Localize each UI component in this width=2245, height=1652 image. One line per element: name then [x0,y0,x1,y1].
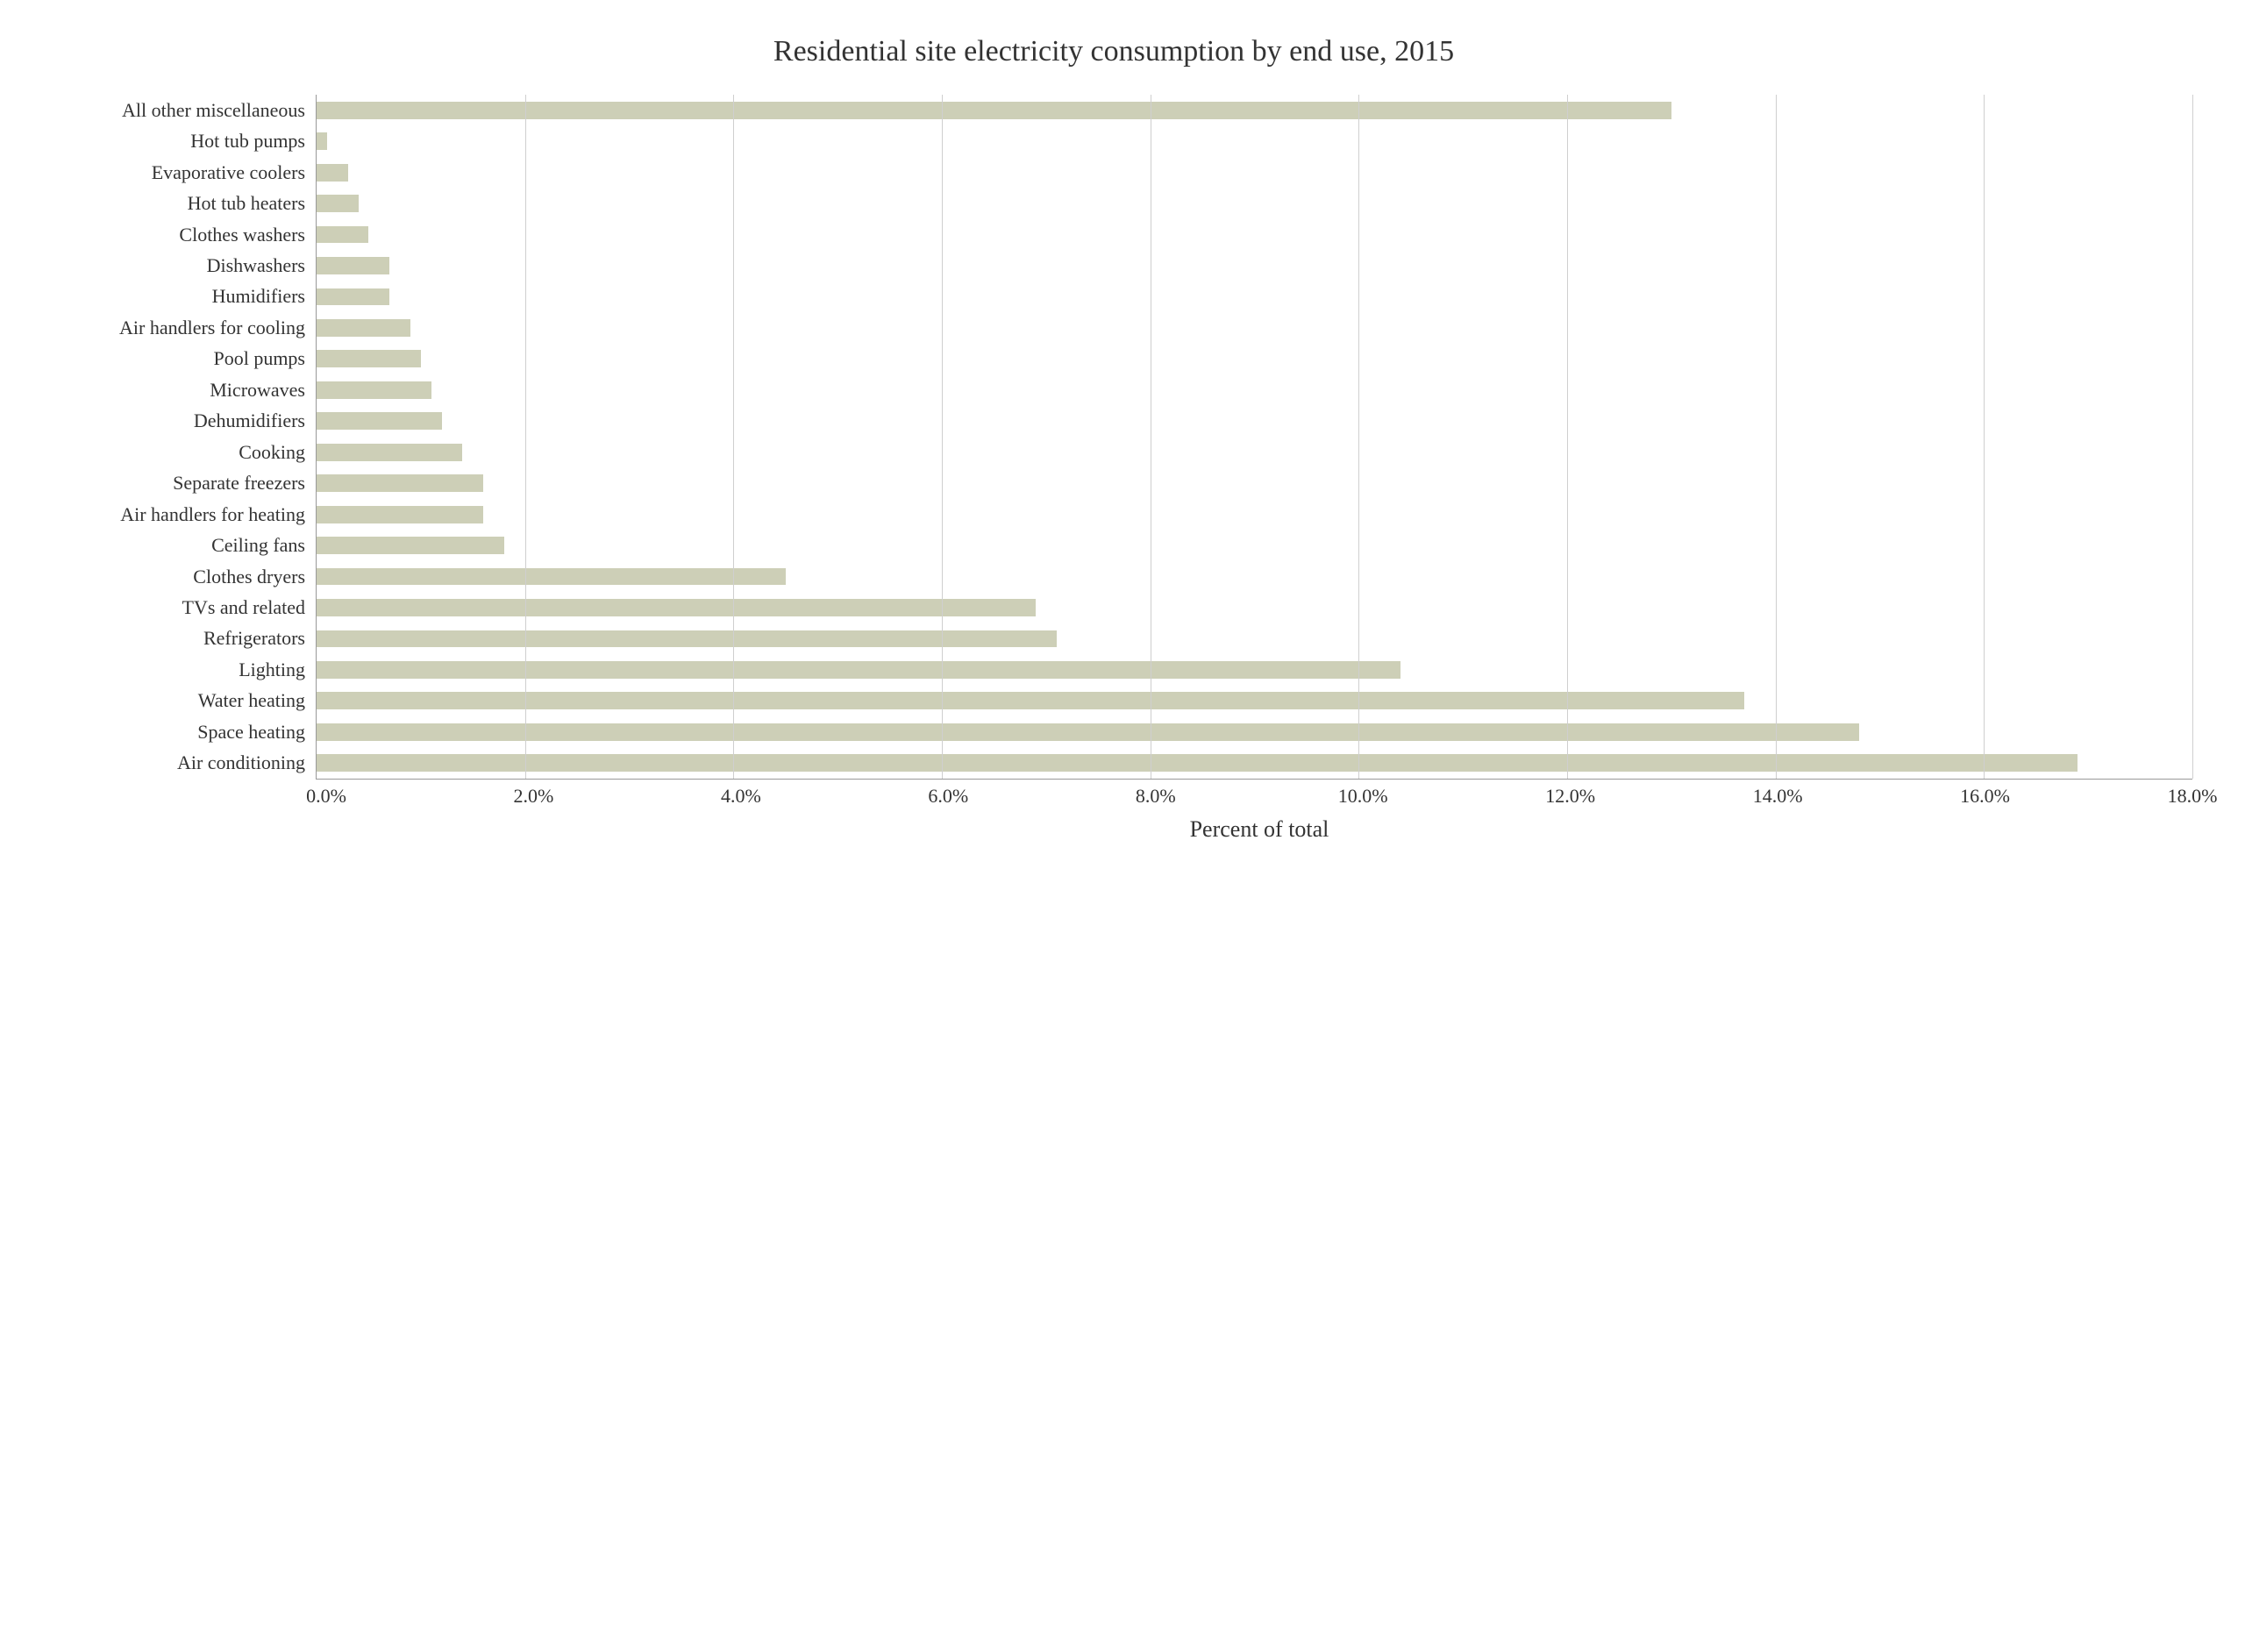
bar [317,288,389,306]
bar [317,164,348,182]
bar [317,257,389,274]
grid-line [1567,95,1568,779]
bar-slot [317,623,2192,654]
x-axis-tick-label: 14.0% [1753,785,1803,808]
y-axis-label: Humidifiers [35,287,305,306]
bar-slot [317,406,2192,437]
grid-line [2192,95,2193,779]
x-axis-tick-label: 16.0% [1960,785,2010,808]
y-axis-label: Refrigerators [35,629,305,648]
y-axis-label: Lighting [35,660,305,680]
chart-title: Residential site electricity consumption… [35,35,2192,68]
x-axis-tick-label: 12.0% [1545,785,1595,808]
y-axis-label: Ceiling fans [35,536,305,555]
x-axis-ticks: 0.0%2.0%4.0%6.0%8.0%10.0%12.0%14.0%16.0%… [326,780,2192,809]
bar-slot [317,499,2192,530]
bar [317,630,1057,648]
x-axis-row: 0.0% 2.0% 4.0% 6.0% 8.0% 10.0% 12.0% 14.0% 16.0%… [35,780,2192,809]
chart-container: Residential site electricity consumption… [0,0,2245,878]
bar-slot [317,312,2192,343]
bar [317,350,421,367]
y-axis-label: Air conditioning [35,753,305,773]
x-axis-title-row: Percent of total [35,809,2192,843]
bar [317,474,483,492]
x-axis-title: Percent of total [326,816,2192,843]
y-axis-label: Separate freezers [35,474,305,493]
bar-slot [317,374,2192,405]
y-axis-label: Clothes dryers [35,567,305,587]
x-axis-tick-label: 2.0% [514,785,554,808]
y-axis-label: Space heating [35,723,305,742]
y-axis-labels: All other miscellaneous Hot tub pumps Evap… [35,95,316,779]
y-axis-label: Hot tub heaters [35,194,305,213]
grid-line [1984,95,1985,779]
bar [317,226,368,244]
bar-slot [317,95,2192,125]
bar-slot [317,344,2192,374]
y-axis-label: Clothes washers [35,225,305,245]
bar-slot [317,467,2192,498]
y-axis-label: Dishwashers [35,256,305,275]
y-axis-label: Microwaves [35,381,305,400]
grid-line [1776,95,1777,779]
y-axis-label: Evaporative coolers [35,163,305,182]
y-axis-label: Air handlers for cooling [35,318,305,338]
bar [317,319,410,337]
y-axis-label: TVs and related [35,598,305,617]
grid-line [733,95,734,779]
bar-slot [317,561,2192,592]
bar-slot [317,748,2192,779]
bar-slot [317,654,2192,685]
bar [317,723,1859,741]
bar [317,599,1036,616]
x-axis-tick-label: 6.0% [928,785,968,808]
bar-slot [317,716,2192,747]
bar-slot [317,592,2192,623]
grid-line [1358,95,1359,779]
bar [317,412,442,430]
bar [317,195,359,212]
y-axis-label: Pool pumps [35,349,305,368]
bar [317,102,1671,119]
y-axis-label: Hot tub pumps [35,132,305,151]
bar-slot [317,437,2192,467]
y-axis-label: Dehumidifiers [35,411,305,431]
bar [317,132,327,150]
bar [317,661,1400,679]
y-axis-label: All other miscellaneous [35,101,305,120]
bars-layer [317,95,2192,779]
bar-slot [317,219,2192,250]
x-axis-spacer-2 [35,809,326,843]
y-axis-label: Water heating [35,691,305,710]
bar [317,692,1744,709]
bar [317,444,462,461]
x-axis-tick-label: 4.0% [721,785,761,808]
plot-area [316,95,2192,780]
bar [317,568,786,586]
x-axis-tick-label: 10.0% [1338,785,1388,808]
bar-slot [317,281,2192,312]
plot-row: All other miscellaneous Hot tub pumps Evap… [35,95,2192,780]
bar-slot [317,157,2192,188]
grid-line [525,95,526,779]
bar-slot [317,125,2192,156]
bar [317,754,2078,772]
bar-slot [317,250,2192,281]
x-axis-tick-label: 0.0% [306,785,346,808]
bar-slot [317,188,2192,218]
y-axis-label: Cooking [35,443,305,462]
bar-slot [317,530,2192,560]
bar [317,537,504,554]
x-axis-spacer [35,780,326,809]
x-axis-tick-label: 18.0% [2168,785,2218,808]
bar [317,506,483,523]
bar [317,381,431,399]
grid-line [942,95,943,779]
y-axis-label: Air handlers for heating [35,505,305,524]
x-axis-tick-label: 8.0% [1136,785,1176,808]
bar-slot [317,686,2192,716]
